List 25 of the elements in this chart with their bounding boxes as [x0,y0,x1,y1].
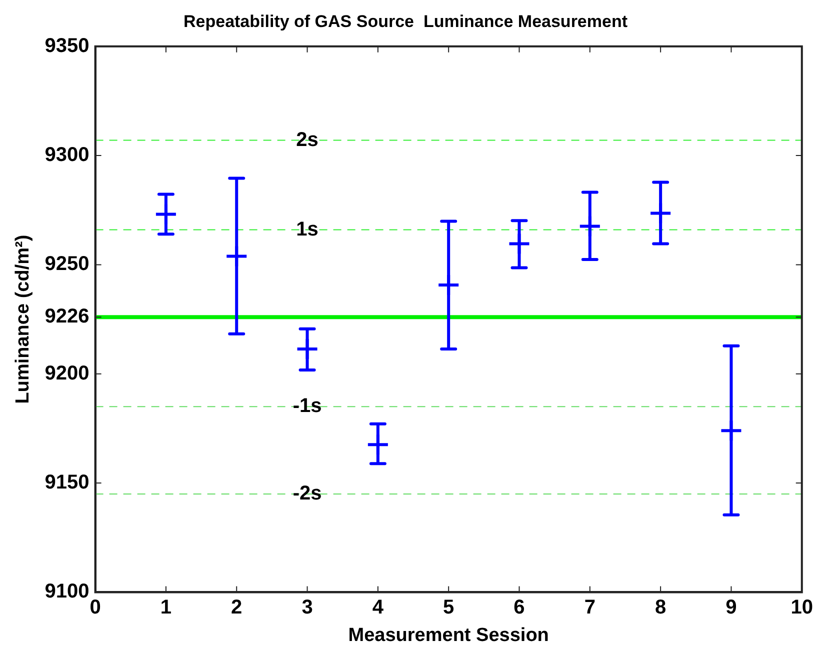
y-tick-label: 9350 [44,34,90,57]
y-tick-label: 9300 [44,144,90,166]
ref-line-label: -1s [292,395,322,418]
x-tick-label: 2 [231,596,242,619]
y-tick-label: 9100 [44,580,90,603]
x-tick-label: 1 [160,596,172,619]
ref-line-label: -2s [292,482,322,504]
x-tick-label: 8 [654,596,666,619]
x-tick-label: 7 [584,596,596,619]
x-axis-title: Measurement Session [348,624,549,646]
x-tick-label: 5 [443,596,454,619]
x-tick-label: 4 [372,596,384,619]
y-tick-label: 9150 [44,472,90,494]
x-tick-label: 3 [302,596,313,619]
ref-line-label: 2s [296,128,318,151]
x-tick-label: 9 [726,596,737,619]
chart-title: Repeatability of GAS Source Luminance Measurement [183,12,628,31]
y-axis-title: Luminance (cd/m²) [12,234,34,404]
y-tick-label: 9226 [44,306,90,328]
x-tick-label: 0 [90,596,101,619]
x-tick-label: 10 [790,596,813,619]
y-tick-label: 9250 [44,253,90,276]
y-tick-label: 9200 [44,362,90,384]
ref-line-label: 1s [296,218,318,240]
x-tick-label: 6 [514,596,525,619]
